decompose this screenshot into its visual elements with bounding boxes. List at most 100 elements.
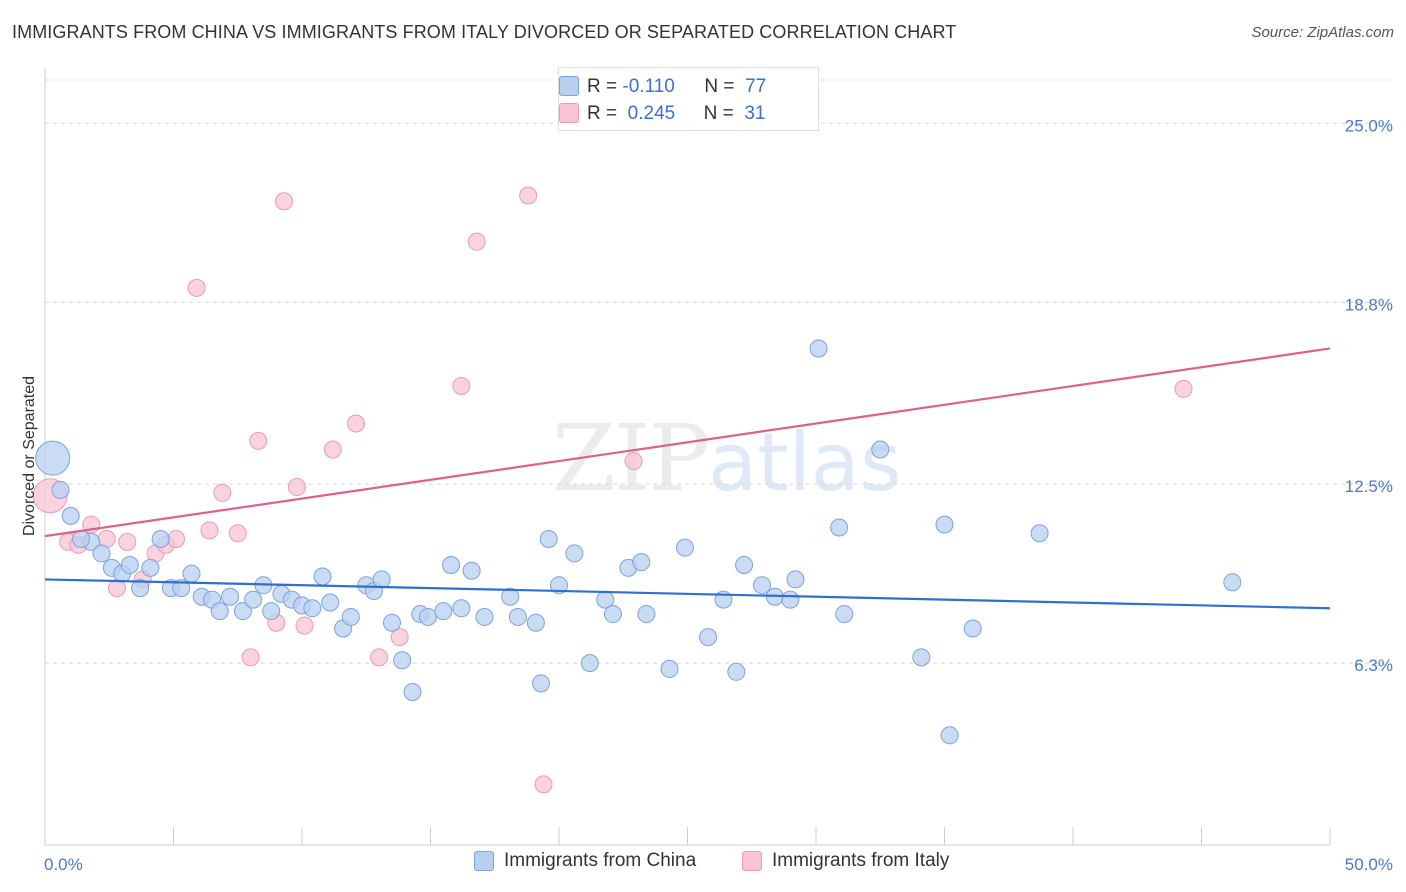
point-china (403, 683, 422, 701)
point-italy (167, 530, 186, 548)
point-china (935, 515, 954, 534)
point-china (786, 570, 805, 589)
point-china (321, 593, 340, 612)
point-china (539, 530, 558, 548)
point-china (532, 674, 551, 693)
point-italy (534, 775, 553, 794)
point-china (120, 555, 139, 574)
legend-n-value-china: 77 (745, 76, 767, 97)
point-china (35, 440, 71, 476)
series-italy (32, 186, 1193, 794)
bottom-legend-swatch-italy (742, 851, 762, 871)
point-china (735, 555, 754, 574)
y-tick-label: 18.8% (1345, 295, 1393, 314)
x-tick-label: 50.0% (1345, 855, 1393, 874)
bottom-legend-swatch-china (474, 851, 494, 871)
point-china (151, 530, 170, 548)
point-italy (370, 648, 389, 667)
y-tick-label: 6.3% (1354, 656, 1393, 675)
point-italy (200, 521, 219, 540)
legend-n-label: N = (704, 76, 735, 97)
legend-r-label: R = (587, 103, 618, 124)
point-china (131, 579, 150, 598)
trend-lines (44, 347, 1331, 610)
point-china (963, 619, 982, 638)
bottom-legend-china[interactable]: Immigrants from China (474, 850, 696, 872)
x-tick-label: 0.0% (44, 855, 83, 874)
point-china (303, 599, 322, 618)
point-italy (452, 377, 471, 395)
point-china (233, 602, 252, 621)
bottom-legend-label-italy: Immigrants from Italy (772, 850, 950, 871)
source-label: Source: ZipAtlas.com (1251, 24, 1394, 41)
point-italy (1174, 379, 1193, 398)
axis-labels: 6.3% 12.5% 18.8% 25.0% 0.0% 50.0% Divorced or … (21, 116, 1393, 874)
point-china (71, 530, 90, 548)
point-china (210, 602, 229, 621)
point-china (418, 607, 437, 626)
point-china (221, 587, 240, 606)
point-china (940, 726, 959, 745)
point-italy (624, 452, 643, 471)
y-tick-label: 25.0% (1345, 116, 1393, 135)
point-china (603, 605, 622, 624)
point-china (462, 561, 481, 580)
point-china (172, 579, 191, 598)
point-china (393, 651, 412, 670)
point-china (912, 648, 931, 667)
legend-n-label: N = (703, 103, 734, 124)
bottom-legend-label-china: Immigrants from China (504, 850, 697, 871)
point-china (660, 659, 679, 678)
point-italy (213, 483, 232, 502)
bottom-legend-italy[interactable]: Immigrants from Italy (742, 850, 949, 872)
point-china (372, 570, 391, 589)
point-china (508, 607, 527, 626)
y-tick-label: 12.5% (1345, 477, 1393, 496)
point-china (727, 662, 746, 681)
point-china (830, 518, 849, 537)
point-italy (249, 431, 268, 450)
trend-line-china (44, 578, 1331, 610)
legend-r-label: R = (587, 76, 618, 97)
point-china (753, 576, 772, 595)
point-china (244, 590, 263, 609)
watermark-atlas: atlas (708, 416, 902, 509)
point-italy (390, 628, 409, 647)
point-china (382, 613, 401, 632)
point-italy (346, 414, 365, 433)
point-china (871, 440, 890, 459)
point-italy (275, 192, 294, 211)
point-italy (241, 648, 260, 667)
point-china (442, 555, 461, 574)
point-china (51, 480, 70, 499)
point-china (475, 607, 494, 626)
series-china (35, 339, 1242, 745)
point-china (580, 654, 599, 673)
point-china (1030, 524, 1049, 543)
point-china (699, 628, 718, 647)
legend-r-value-italy: 0.245 (627, 103, 676, 124)
grid-lines (45, 79, 1392, 664)
trend-line-italy (44, 347, 1331, 538)
point-china (637, 605, 656, 624)
point-china (675, 538, 694, 557)
point-china (262, 602, 281, 621)
y-axis-label: Divorced or Separated (21, 376, 38, 536)
point-china (550, 576, 568, 595)
point-china (526, 613, 545, 632)
point-italy (323, 440, 342, 459)
point-china (781, 590, 800, 609)
point-china (434, 602, 453, 621)
point-china (809, 339, 828, 358)
correlation-legend: R = -0.110 N = 77 R = 0.245 N = 31 (558, 67, 819, 131)
point-italy (467, 232, 486, 251)
point-china (452, 599, 471, 618)
point-china (313, 567, 332, 586)
point-china (182, 564, 201, 583)
legend-n-value-italy: 31 (744, 103, 766, 124)
point-italy (228, 524, 247, 543)
point-italy (118, 532, 137, 551)
point-italy (295, 616, 314, 635)
axes (44, 68, 1331, 846)
